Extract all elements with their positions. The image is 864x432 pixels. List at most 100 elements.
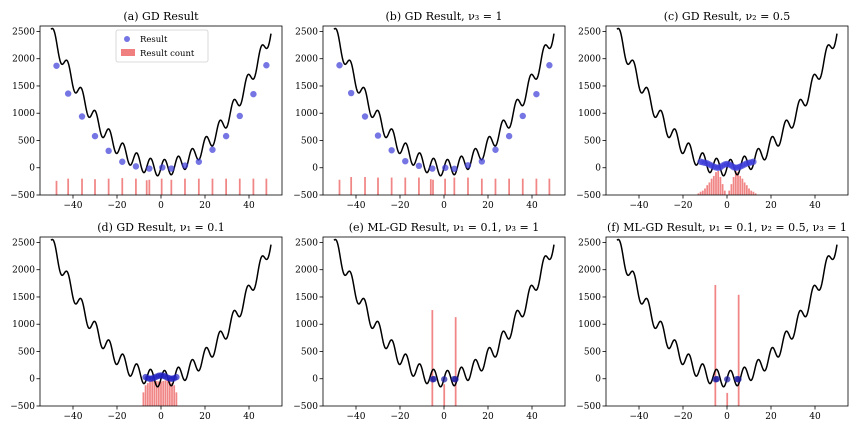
result-point [452,376,459,383]
histogram-bar [197,178,200,195]
histogram-bar [265,178,268,195]
histogram-bar [432,179,434,195]
plot-area [616,238,838,406]
histogram-bar [160,381,162,406]
panel-title: (f) ML-GD Result, ν₁ = 0.1, ν₂ = 0.5, ν₃… [607,221,847,234]
histogram-bar [443,384,446,406]
histogram-bar [754,193,757,195]
chart-panel: −40 −20 0 20 40 −500 0 500 1000 1500 2000 2500 (a) G… [10,10,283,211]
y-tick-label: 2500 [12,27,35,37]
histogram-bar [717,171,720,195]
result-point [388,147,395,154]
y-tick-label: 2000 [12,266,35,276]
plot-area [333,27,555,195]
y-tick-label: 500 [301,347,318,357]
x-tick-label: 40 [526,201,538,211]
result-point [105,147,112,155]
histogram-bar [752,191,755,195]
histogram-bar [146,383,149,406]
histogram-bar [710,178,713,195]
result-point [533,90,540,98]
x-tick-label: −40 [630,412,649,422]
result-point [250,90,257,98]
x-tick-label: −40 [347,201,366,211]
histogram-bar [142,392,145,406]
histogram-bar [148,179,151,195]
x-tick-label: −40 [64,412,83,422]
x-tick-label: 20 [482,412,494,422]
histogram-bar [730,184,733,195]
result-point [222,132,230,140]
histogram-bar [750,190,753,195]
y-tick-label: 1000 [578,320,601,330]
result-point [146,165,153,172]
histogram-bar [377,177,379,195]
result-point [64,90,72,97]
histogram-bar [67,178,70,195]
legend: Result Result count [115,29,209,63]
y-tick-label: −500 [576,402,601,412]
result-point [336,62,343,69]
histogram-bar [338,179,341,195]
histogram-bar [480,178,483,195]
result-point [374,132,382,139]
histogram-bar [535,178,538,195]
histogram-bar [168,381,171,406]
chart-panel: −40 −20 0 20 40 −500 0 500 1000 1500 2000 2500 (f) M… [576,221,849,422]
histogram-bar [155,380,158,406]
x-tick-label: −20 [391,412,410,422]
result-point [263,62,270,69]
y-tick-label: 0 [312,164,318,174]
histogram-bar [748,188,750,195]
result-point [347,89,355,97]
result-point [209,146,216,153]
chart-panel: −40 −20 0 20 40 −500 0 500 1000 1500 2000 2500 (c) G… [576,10,849,211]
histogram-bar [55,180,58,195]
x-tick-label: −40 [630,201,649,211]
y-tick-label: 1500 [295,82,318,92]
result-point [236,112,243,120]
result-point [415,162,423,170]
chart-panel: −40 −20 0 20 40 −500 0 500 1000 1500 2000 2500 (d) G… [10,221,283,422]
result-point [713,375,721,383]
histogram-bar [166,379,169,406]
histogram-bar [107,178,110,195]
histogram-bar [712,175,715,195]
x-tick-label: 0 [158,412,164,422]
result-point [132,163,140,170]
x-tick-label: −20 [391,201,410,211]
panel-title: (b) GD Result, ν₃ = 1 [386,10,503,23]
y-tick-label: 0 [312,375,318,385]
function-curve [616,27,838,177]
histogram-bar [701,190,704,195]
result-point [492,146,499,153]
histogram-bar [225,178,227,195]
histogram-bar [728,190,731,195]
histogram-bar [521,178,524,195]
result-point [478,158,486,165]
result-point [159,164,166,171]
y-tick-label: 1500 [578,293,601,303]
histogram-bar [94,179,96,195]
x-tick-label: −40 [64,201,83,211]
histogram-bar [429,179,432,195]
result-point [91,132,99,140]
histogram-bar [164,380,167,406]
result-point [464,162,472,169]
result-point [53,62,60,69]
y-tick-label: 1500 [578,82,601,92]
x-tick-label: 20 [199,412,211,422]
histogram-bar [743,182,746,195]
histogram-bar [431,310,434,406]
histogram-bar [721,184,724,195]
result-point [505,132,513,140]
y-tick-label: 2000 [578,266,601,276]
histogram-bar [144,385,147,406]
x-tick-label: 0 [441,412,447,422]
histogram-bar [211,178,214,195]
histogram-bar [737,294,740,406]
x-tick-label: 40 [526,412,538,422]
histogram-bar [714,284,717,406]
